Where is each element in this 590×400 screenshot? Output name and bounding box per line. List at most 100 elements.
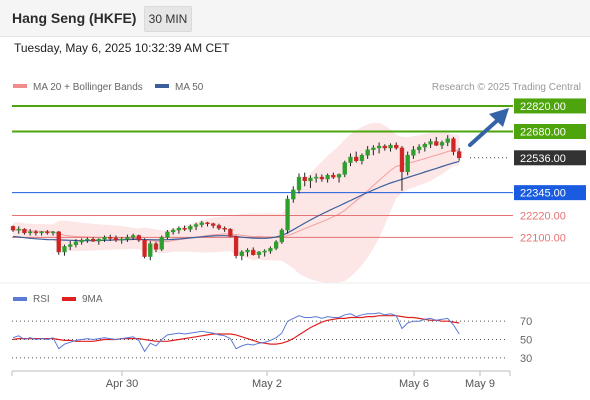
candle-body (10, 226, 16, 231)
candle-body (394, 144, 399, 149)
level-tag-resistance (514, 98, 586, 114)
candle-body (251, 249, 256, 255)
candle (125, 234, 130, 242)
level-tag-resistance (514, 124, 586, 140)
candle-body (256, 251, 262, 255)
timeframe-button[interactable]: 30 MIN (144, 6, 192, 32)
candle (296, 173, 302, 194)
candle (245, 248, 250, 257)
candle-body (457, 151, 462, 159)
candle-body (211, 223, 216, 226)
candle-body (79, 239, 84, 243)
candle (62, 244, 67, 256)
candle (96, 238, 101, 245)
candle (382, 144, 387, 151)
candle (354, 151, 359, 163)
candle-body (354, 156, 359, 161)
candle (176, 226, 182, 234)
candle-body (342, 162, 347, 175)
x-tick-label: May 2 (252, 378, 282, 390)
candle-body (159, 237, 164, 250)
credit-text: Research © 2025 Trading Central (432, 82, 581, 93)
candle-body (90, 238, 96, 242)
candle-body (416, 146, 422, 151)
candle (399, 146, 405, 191)
candle-body (102, 237, 107, 240)
candle (165, 230, 170, 240)
rsi-tick-label: 50 (520, 335, 532, 347)
candle-body (205, 222, 210, 225)
candle (45, 230, 50, 235)
rsi-ma-path (12, 315, 460, 345)
bollinger-legend-label: MA 20 + Bollinger Bands (33, 82, 143, 93)
candle (439, 140, 445, 149)
candle (256, 251, 262, 259)
candle (388, 143, 393, 152)
candle (302, 172, 307, 187)
ma50-legend-swatch (155, 84, 169, 88)
x-axis-ticks: Apr 30 May 2 May 6 May 9 (11, 371, 511, 390)
level-tag-support (514, 185, 586, 201)
candle-body (28, 231, 33, 234)
price-levels: 22820.00 22680.00 22536.00 22345.00 22220.00… (12, 98, 586, 244)
candle-body (228, 228, 233, 237)
candle (119, 237, 124, 244)
candle-body (308, 177, 313, 182)
instrument-title: Hang Seng (HKFE) (12, 10, 137, 26)
candle-body (16, 228, 21, 231)
candle (153, 241, 159, 252)
candle-body (445, 138, 450, 143)
candle (445, 135, 450, 147)
rsi-legend-label: RSI (33, 294, 50, 305)
candle-body (245, 249, 250, 253)
candle (136, 234, 141, 242)
candle-body (188, 226, 193, 230)
candle-body (182, 227, 187, 230)
candle-body (314, 176, 319, 179)
candle (331, 172, 336, 179)
rsi-lines (12, 312, 460, 353)
candle-body (148, 243, 153, 257)
candle-body (222, 227, 227, 230)
candle (239, 250, 244, 261)
candle-body (348, 156, 353, 163)
candle-body (239, 251, 244, 256)
candle (325, 173, 330, 183)
rsi-tick-label: 30 (520, 353, 532, 365)
candle (342, 160, 347, 178)
datetime-stamp: Tuesday, May 6, 2025 10:32:39 AM CET (14, 41, 230, 55)
candle (85, 237, 90, 243)
candle (336, 173, 342, 183)
candle (148, 241, 153, 261)
candle-body (388, 144, 393, 149)
candle (182, 225, 187, 231)
bollinger-fill (13, 122, 460, 283)
candle-body (108, 237, 113, 239)
candles (10, 135, 462, 261)
rsi-grid: 70 50 30 (12, 316, 532, 365)
candle (73, 239, 79, 248)
candle (79, 238, 84, 245)
candle (33, 230, 39, 236)
candle-body (50, 231, 56, 234)
candle-body (153, 243, 159, 250)
candle-body (359, 154, 365, 161)
candle-body (411, 149, 416, 156)
candle-body (376, 145, 382, 149)
candle (405, 151, 410, 176)
candle (222, 226, 227, 232)
candle (365, 146, 370, 159)
candle-body (434, 141, 439, 146)
candle (434, 136, 439, 147)
candle (279, 228, 284, 244)
candle-body (371, 147, 376, 151)
candle (228, 228, 233, 238)
candle (159, 235, 164, 252)
candle (205, 221, 210, 227)
candle (102, 235, 107, 242)
candle (376, 142, 382, 154)
candle-body (165, 231, 170, 238)
candle (319, 174, 325, 182)
candle-body (336, 174, 342, 178)
candle (39, 230, 44, 236)
